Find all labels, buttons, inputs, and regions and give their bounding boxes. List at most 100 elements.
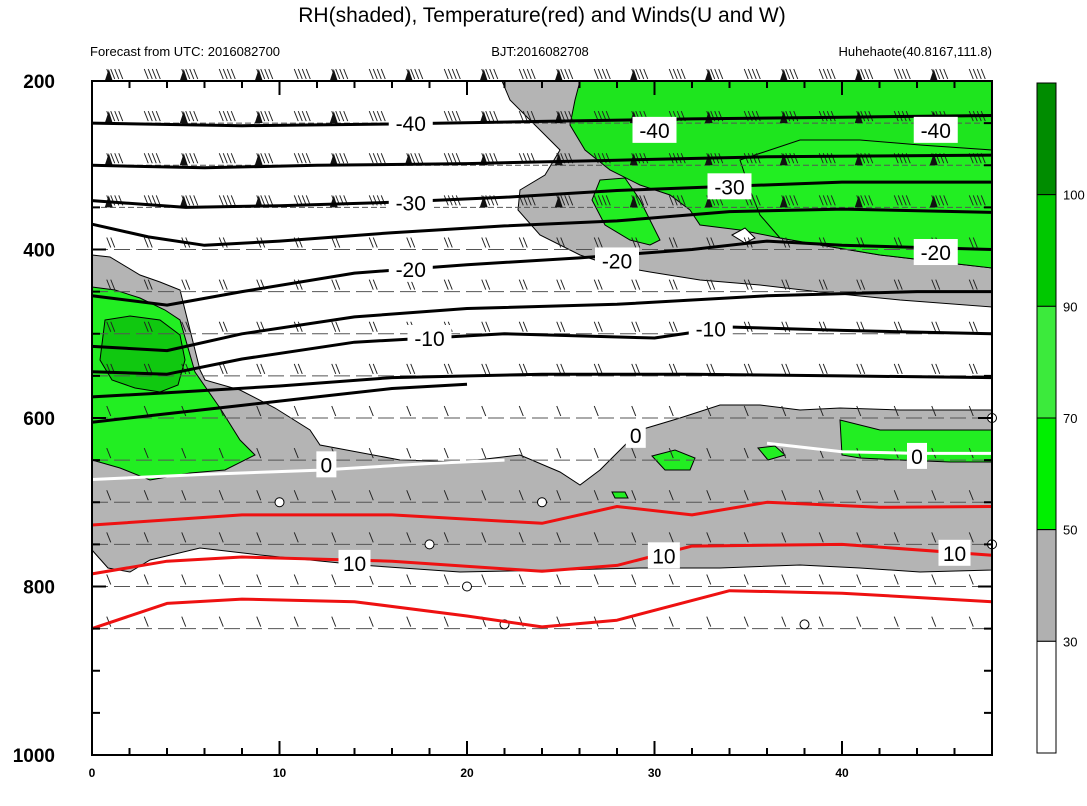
wind-barb [372, 237, 378, 248]
subtitle-bjt: BJT:2016082708 [491, 44, 589, 59]
wind-barb [489, 110, 495, 122]
wind-barb [980, 195, 986, 206]
wind-barb [935, 321, 941, 332]
contour-label: 0 [911, 446, 923, 469]
wind-barb [110, 195, 116, 206]
temperature-contours [91, 114, 993, 631]
wind-barb [710, 279, 716, 290]
wind-barb [518, 490, 524, 501]
wind-barb [818, 68, 824, 80]
wind-barb [406, 574, 412, 585]
wind-barb [481, 574, 487, 585]
wind-barb [218, 195, 224, 206]
contour-label: -20 [602, 250, 632, 273]
wind-barb [222, 279, 228, 290]
contour-label: -40 [396, 113, 426, 136]
contour-label-box [632, 116, 677, 143]
wind-barb [305, 153, 311, 164]
wind-barb [143, 110, 149, 122]
wind-barb [406, 447, 412, 459]
wind-barb [781, 321, 787, 332]
wind-barb [522, 68, 528, 80]
wind-barb [568, 195, 574, 206]
wind-barb [556, 279, 562, 290]
wind-barb [631, 490, 637, 501]
wind-barb [260, 110, 266, 122]
wind-barb [293, 68, 299, 80]
wind-barb [293, 279, 299, 290]
wind-barb [747, 279, 753, 290]
wind-barb [893, 321, 899, 332]
wind-pennant [929, 69, 938, 81]
wind-barb [605, 195, 611, 206]
wind-barb [331, 279, 337, 290]
wind-pennant [104, 69, 113, 81]
wind-barb [755, 68, 761, 80]
x-tick-label: 10 [273, 766, 287, 780]
wind-barb [230, 195, 236, 206]
colorbar-label: 100 [1063, 188, 1085, 203]
wind-barb [706, 532, 712, 543]
wind-barb [331, 490, 337, 501]
wind-barb [222, 68, 228, 80]
wind-barb [485, 363, 491, 375]
colorbar-label: 50 [1063, 523, 1077, 538]
wind-pennant [254, 195, 263, 208]
wind-barb [597, 195, 603, 206]
contour-label: -30 [396, 192, 426, 215]
contour-label-box [338, 549, 371, 576]
wind-barb [968, 363, 974, 375]
wind-barb [293, 405, 299, 417]
wind-barb [556, 490, 562, 501]
wind-pennant [254, 111, 263, 124]
wind-barb [781, 363, 787, 375]
wind-barb [905, 68, 911, 80]
temperature-contour-line [91, 325, 993, 376]
contour-label: -10 [696, 319, 726, 342]
contour-label: 10 [943, 543, 966, 566]
wind-barb [372, 153, 378, 164]
wind-barb [443, 405, 449, 417]
wind-barb [818, 616, 824, 627]
wind-barb [897, 68, 903, 80]
wind-barb [668, 321, 674, 332]
wind-barb [593, 490, 599, 501]
wind-pennant [629, 69, 638, 81]
wind-barb [293, 532, 299, 543]
wind-barb [631, 237, 637, 248]
wind-barb [339, 110, 345, 122]
wind-barb [335, 237, 341, 248]
wind-barb [443, 490, 449, 501]
wind-barb [414, 68, 420, 80]
wind-pennant [104, 111, 113, 124]
wind-barb [455, 68, 461, 80]
wind-barb [818, 490, 824, 501]
wind-pennant [329, 69, 338, 81]
wind-pennant [179, 153, 188, 166]
wind-barb [939, 195, 945, 206]
wind-barb [972, 195, 978, 206]
wind-barb [222, 237, 228, 248]
wind-barb [818, 363, 824, 375]
wind-barb [631, 532, 637, 543]
wind-barb [943, 195, 949, 206]
contour-label: -20 [921, 242, 951, 265]
temperature-contour-line [91, 500, 993, 527]
wind-barb [635, 195, 641, 206]
wind-barb [260, 363, 266, 375]
wind-barb [781, 574, 787, 585]
wind-barb [593, 405, 599, 417]
wind-barb [751, 68, 757, 80]
wind-barb [672, 279, 678, 290]
wind-barb [481, 363, 487, 375]
wind-barb [864, 68, 870, 80]
wind-barb [785, 68, 791, 80]
wind-barb [530, 110, 536, 122]
wind-barb [218, 237, 224, 248]
wind-barb [672, 363, 678, 375]
wind-barb [706, 574, 712, 585]
wind-barb [376, 153, 382, 164]
wind-barb [822, 195, 828, 206]
wind-barb [818, 532, 824, 543]
wind-barb [972, 279, 978, 290]
